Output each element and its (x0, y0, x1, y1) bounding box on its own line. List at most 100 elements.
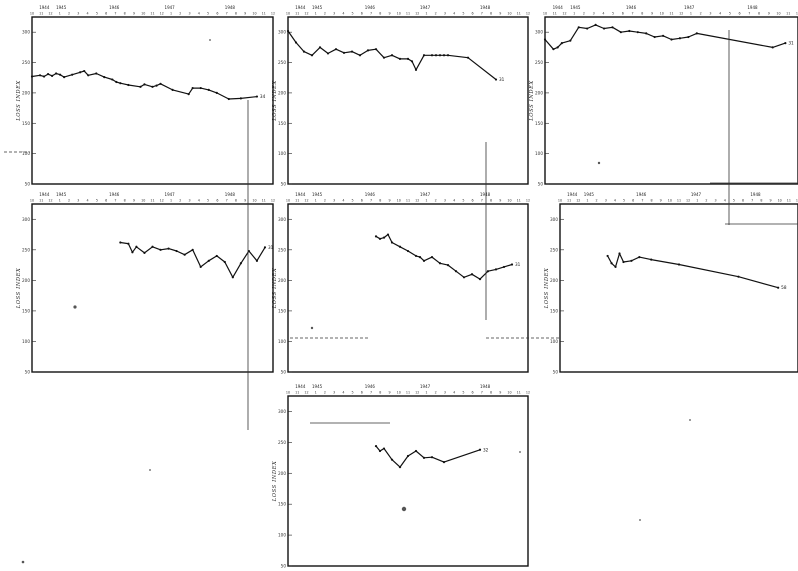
month-tick-label: 8 (235, 199, 237, 203)
y-tick-label: 200 (278, 278, 286, 283)
data-point (302, 50, 306, 53)
month-tick-label: 8 (235, 12, 237, 16)
month-tick-label: 8 (490, 391, 492, 395)
month-tick-label: 5 (352, 391, 354, 395)
data-point (418, 256, 422, 259)
month-tick-label: 6 (632, 199, 634, 203)
data-point (183, 253, 186, 256)
plot-frame (31, 203, 274, 373)
data-point (442, 461, 446, 464)
year-label: 1948 (480, 384, 491, 389)
month-tick-label: 6 (105, 12, 107, 16)
y-tick-label: 200 (550, 278, 558, 283)
month-tick-label: 7 (632, 12, 634, 16)
y-tick-label: 100 (550, 339, 558, 344)
year-label: 1946 (626, 5, 637, 10)
month-tick-label: 11 (517, 12, 521, 16)
year-label: 1945 (312, 384, 323, 389)
month-tick-label: 4 (87, 12, 89, 16)
month-tick-label: 11 (150, 199, 154, 203)
year-label: 1945 (56, 192, 67, 197)
month-tick-label: 1 (170, 199, 172, 203)
y-tick-label: 200 (22, 90, 30, 95)
data-point (678, 37, 682, 40)
month-tick-label: 6 (742, 199, 744, 203)
data-point (442, 54, 446, 57)
y-tick-label: 150 (22, 121, 30, 126)
data-point (586, 27, 589, 30)
month-tick-label: 1 (315, 12, 317, 16)
month-tick-label: 4 (87, 199, 89, 203)
month-tick-label: 1 (696, 199, 698, 203)
y-tick-label: 250 (22, 60, 30, 65)
data-point (374, 235, 378, 238)
month-tick-label: 4 (602, 12, 604, 16)
data-point (239, 97, 242, 100)
month-tick-label: 2 (435, 391, 437, 395)
month-tick-label: 6 (216, 199, 218, 203)
month-tick-label: 4 (342, 199, 344, 203)
month-tick-label: 1 (425, 391, 427, 395)
month-tick-label: 3 (333, 391, 335, 395)
data-point (207, 259, 210, 262)
month-tick-label: 2 (435, 199, 437, 203)
month-tick-label: 9 (660, 199, 662, 203)
month-tick-label: 7 (748, 12, 750, 16)
y-tick-label: 250 (278, 440, 286, 445)
year-label: 1946 (365, 192, 376, 197)
speck (689, 419, 691, 421)
month-tick-label: 9 (133, 12, 135, 16)
month-tick-label: 12 (526, 391, 530, 395)
data-point (111, 78, 114, 81)
month-tick-label: 6 (361, 12, 363, 16)
month-tick-label: 11 (295, 391, 299, 395)
month-tick-label: 3 (333, 12, 335, 16)
year-label: 1946 (109, 5, 120, 10)
month-tick-label: 3 (189, 199, 191, 203)
data-point (382, 56, 386, 59)
month-tick-label: 1 (170, 12, 172, 16)
year-label: 1944 (295, 192, 306, 197)
month-tick-label: 10 (660, 12, 664, 16)
y-tick-label: 250 (278, 247, 286, 252)
year-label: 1944 (295, 5, 306, 10)
y-tick-label: 300 (535, 30, 543, 35)
month-tick-label: 9 (388, 12, 390, 16)
data-point (466, 56, 470, 59)
data-point (30, 75, 34, 78)
month-tick-label: 12 (576, 199, 580, 203)
y-tick-label: 100 (22, 339, 30, 344)
y-tick-label: 50 (25, 182, 31, 187)
month-tick-label: 3 (593, 12, 595, 16)
month-tick-label: 1 (425, 199, 427, 203)
data-point (470, 273, 474, 276)
year-label: 1947 (691, 192, 702, 197)
month-tick-label: 6 (216, 12, 218, 16)
month-tick-label: 11 (406, 12, 410, 16)
year-label: 1945 (570, 5, 581, 10)
month-tick-label: 5 (462, 12, 464, 16)
month-tick-label: 5 (462, 199, 464, 203)
y-tick-label: 50 (25, 370, 31, 375)
data-point (119, 82, 122, 85)
month-tick-label: 11 (517, 199, 521, 203)
y-tick-label: 150 (278, 308, 286, 313)
month-tick-label: 3 (444, 391, 446, 395)
month-tick-label: 4 (614, 199, 616, 203)
year-label: 1948 (225, 5, 236, 10)
speck (310, 326, 314, 330)
data-point (636, 31, 639, 34)
year-label: 1945 (56, 5, 67, 10)
data-point (167, 247, 170, 250)
data-point (695, 32, 698, 35)
month-tick-label: 10 (30, 12, 34, 16)
month-tick-label: 6 (105, 199, 107, 203)
month-tick-label: 10 (397, 199, 401, 203)
month-tick-label: 12 (304, 12, 308, 16)
data-point (784, 42, 787, 45)
data-point (390, 54, 394, 57)
speck (639, 519, 641, 521)
data-point (602, 27, 606, 30)
data-point (422, 456, 426, 459)
